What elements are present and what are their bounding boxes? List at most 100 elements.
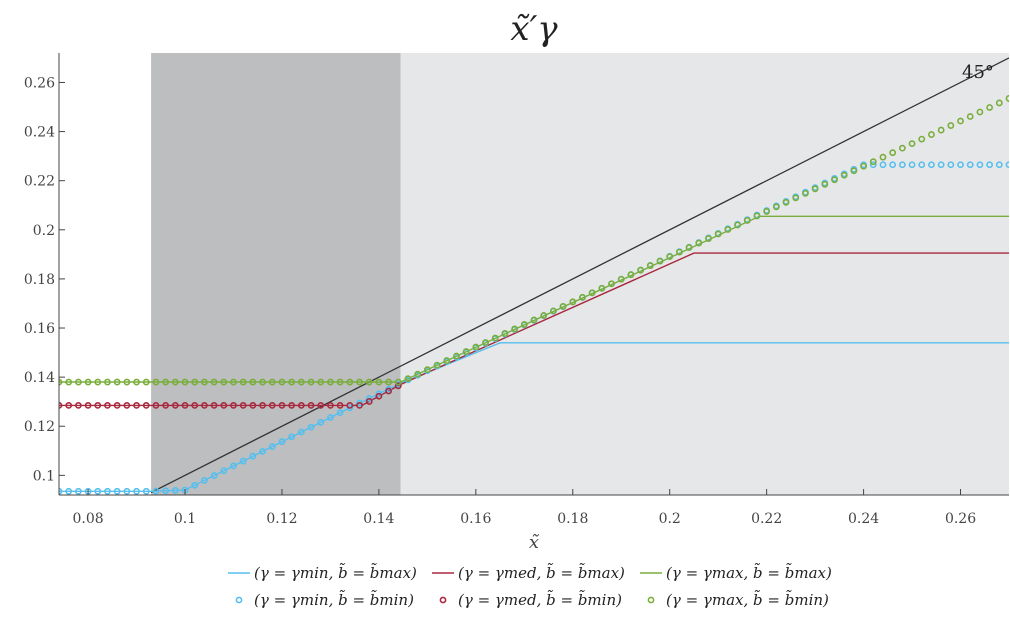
series-marker-5 bbox=[743, 217, 751, 224]
series-marker-3 bbox=[268, 443, 276, 450]
series-marker-4 bbox=[201, 401, 208, 409]
x-tick-label: 0.16 bbox=[460, 511, 491, 527]
series-marker-5 bbox=[569, 298, 577, 306]
x-tick-label: 0.22 bbox=[751, 511, 782, 527]
series-marker-5 bbox=[375, 378, 383, 386]
series-marker-5 bbox=[879, 153, 887, 161]
x-tick-label: 0.1 bbox=[174, 511, 196, 527]
series-marker-4 bbox=[123, 401, 131, 409]
series-marker-5 bbox=[627, 271, 635, 279]
series-marker-5 bbox=[191, 378, 199, 386]
series-marker-3 bbox=[336, 409, 344, 417]
series-marker-4 bbox=[336, 401, 344, 409]
series-marker-3 bbox=[976, 161, 984, 169]
x-tick-label: 0.26 bbox=[945, 511, 976, 527]
series-marker-5 bbox=[811, 185, 819, 193]
x-tick-label: 0.2 bbox=[659, 511, 681, 527]
series-marker-3 bbox=[65, 487, 73, 495]
series-marker-3 bbox=[104, 487, 111, 495]
series-marker-5 bbox=[404, 375, 412, 383]
series-marker-5 bbox=[1005, 95, 1009, 102]
series-marker-3 bbox=[288, 433, 296, 441]
series-marker-4 bbox=[375, 392, 383, 400]
x-tick-label: 0.12 bbox=[266, 511, 297, 527]
series-marker-4 bbox=[84, 401, 92, 409]
series-marker-5 bbox=[792, 194, 800, 202]
series-marker-3 bbox=[307, 423, 315, 431]
series-marker-3 bbox=[152, 487, 160, 495]
series-marker-5 bbox=[142, 378, 150, 386]
y-tick-label: 0.24 bbox=[24, 125, 55, 141]
y-tick-label: 0.14 bbox=[24, 370, 55, 386]
series-marker-4 bbox=[259, 401, 266, 409]
series-marker-5 bbox=[549, 307, 557, 315]
series-marker-3 bbox=[201, 477, 208, 484]
series-marker-3 bbox=[947, 161, 955, 169]
series-marker-3 bbox=[74, 487, 82, 495]
series-marker-3 bbox=[113, 487, 121, 495]
series-marker-5 bbox=[278, 378, 286, 386]
legend-entry-label: (γ = γmax, b̃ = b̃max) bbox=[666, 563, 832, 582]
series-marker-3 bbox=[346, 404, 354, 412]
series-marker-5 bbox=[433, 361, 441, 369]
series-marker-3 bbox=[869, 161, 877, 169]
series-marker-4 bbox=[317, 401, 325, 409]
series-marker-5 bbox=[724, 226, 732, 233]
series-marker-5 bbox=[714, 230, 722, 238]
series-marker-3 bbox=[259, 447, 266, 455]
legend-entry-label: (γ = γmax, b̃ = b̃min) bbox=[666, 590, 829, 609]
series-marker-4 bbox=[297, 401, 305, 409]
series-marker-3 bbox=[356, 399, 363, 407]
series-marker-5 bbox=[695, 239, 703, 247]
series-marker-5 bbox=[394, 378, 402, 386]
series-marker-4 bbox=[307, 401, 315, 409]
legend-swatch-marker bbox=[647, 596, 655, 604]
series-marker-5 bbox=[860, 162, 867, 170]
series-marker-3 bbox=[908, 161, 916, 169]
series-marker-5 bbox=[947, 122, 955, 129]
x-tick-label: 0.14 bbox=[363, 511, 394, 527]
series-marker-5 bbox=[957, 117, 964, 125]
x-axis-label: x̃ bbox=[529, 532, 540, 553]
series-marker-3 bbox=[239, 457, 247, 465]
series-marker-5 bbox=[520, 321, 528, 328]
series-marker-5 bbox=[705, 235, 712, 242]
series-marker-4 bbox=[356, 401, 363, 409]
series-marker-5 bbox=[676, 248, 683, 256]
series-marker-5 bbox=[656, 257, 664, 265]
series-marker-5 bbox=[685, 244, 693, 251]
shaded-region-1 bbox=[400, 53, 1009, 495]
legend: (γ = γmin, b̃ = b̃max) (γ = γmed, b̃ = b̃… bbox=[228, 563, 832, 609]
legend-entry-label: (γ = γmin, b̃ = b̃min) bbox=[254, 590, 414, 609]
series-marker-5 bbox=[918, 135, 926, 143]
series-marker-3 bbox=[317, 418, 325, 426]
series-marker-5 bbox=[356, 378, 363, 386]
series-marker-5 bbox=[84, 378, 92, 386]
y-tick-label: 0.22 bbox=[24, 174, 55, 190]
series-marker-4 bbox=[288, 401, 296, 409]
series-marker-5 bbox=[171, 378, 179, 386]
series-marker-5 bbox=[336, 378, 344, 386]
series-marker-5 bbox=[889, 149, 897, 157]
series-marker-3 bbox=[162, 487, 170, 495]
series-marker-3 bbox=[1005, 161, 1009, 169]
series-marker-4 bbox=[394, 382, 402, 390]
series-marker-4 bbox=[181, 401, 189, 409]
series-marker-5 bbox=[181, 378, 189, 386]
series-marker-5 bbox=[230, 378, 237, 386]
series-marker-5 bbox=[850, 167, 858, 175]
series-marker-4 bbox=[133, 401, 140, 409]
series-marker-4 bbox=[220, 401, 228, 409]
series-marker-5 bbox=[511, 325, 519, 333]
series-marker-5 bbox=[453, 352, 460, 360]
series-marker-5 bbox=[482, 339, 489, 346]
series-marker-5 bbox=[530, 316, 538, 324]
series-marker-3 bbox=[94, 487, 102, 495]
series-marker-5 bbox=[976, 108, 984, 116]
x-tick-label: 0.18 bbox=[557, 511, 588, 527]
series-marker-5 bbox=[840, 171, 848, 179]
y-tick-label: 0.12 bbox=[24, 419, 55, 435]
series-marker-3 bbox=[278, 438, 286, 446]
series-marker-5 bbox=[617, 275, 625, 283]
series-marker-5 bbox=[133, 378, 140, 386]
